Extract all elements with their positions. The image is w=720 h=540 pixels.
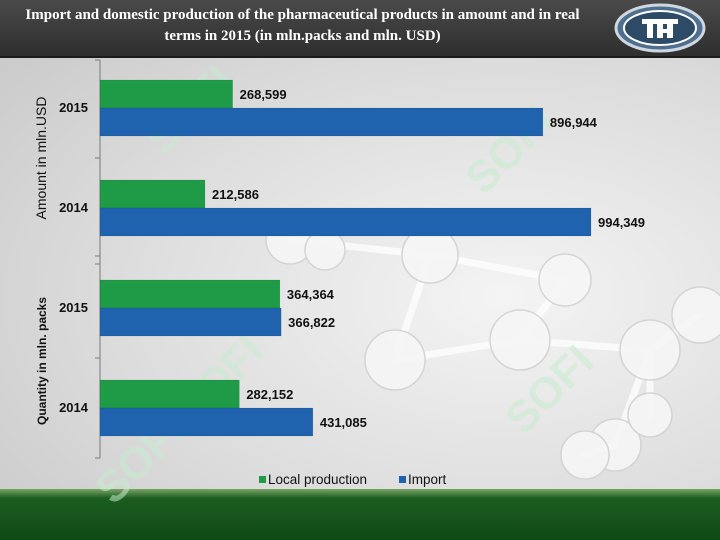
watermark-text: SOFI (496, 336, 603, 443)
slide-title: Import and domestic production of the ph… (25, 7, 580, 44)
local-production-bar (99, 279, 281, 309)
data-label: 366,822 (288, 315, 335, 330)
data-label: 994,349 (598, 215, 645, 230)
data-label: 896,944 (550, 115, 598, 130)
slide-footer (0, 489, 720, 540)
import-bar (99, 207, 592, 237)
import-bar (99, 307, 282, 337)
group-axis-label: Quantity in mln. packs (35, 297, 49, 425)
data-label: 268,599 (240, 87, 287, 102)
legend-swatch-import (399, 476, 406, 483)
data-label: 212,586 (212, 187, 259, 202)
data-label: 431,085 (320, 415, 367, 430)
data-label: 282,152 (246, 387, 293, 402)
sofi-logo-icon (614, 3, 706, 53)
group-axis-label: Amount in mln.USD (33, 97, 49, 220)
local-production-bar (99, 79, 233, 109)
data-label: 364,364 (287, 287, 335, 302)
category-label: 2014 (59, 400, 89, 415)
legend-label-local: Local production (268, 472, 367, 487)
legend-label-import: Import (408, 472, 447, 487)
local-production-bar (99, 179, 206, 209)
import-bar (99, 407, 314, 437)
category-label: 2015 (59, 300, 88, 315)
category-label: 2014 (59, 200, 89, 215)
slide-header: Import and domestic production of the ph… (0, 0, 720, 58)
local-production-bar (99, 379, 240, 409)
legend-swatch-local (259, 476, 266, 483)
category-label: 2015 (59, 100, 88, 115)
import-bar (99, 107, 544, 137)
